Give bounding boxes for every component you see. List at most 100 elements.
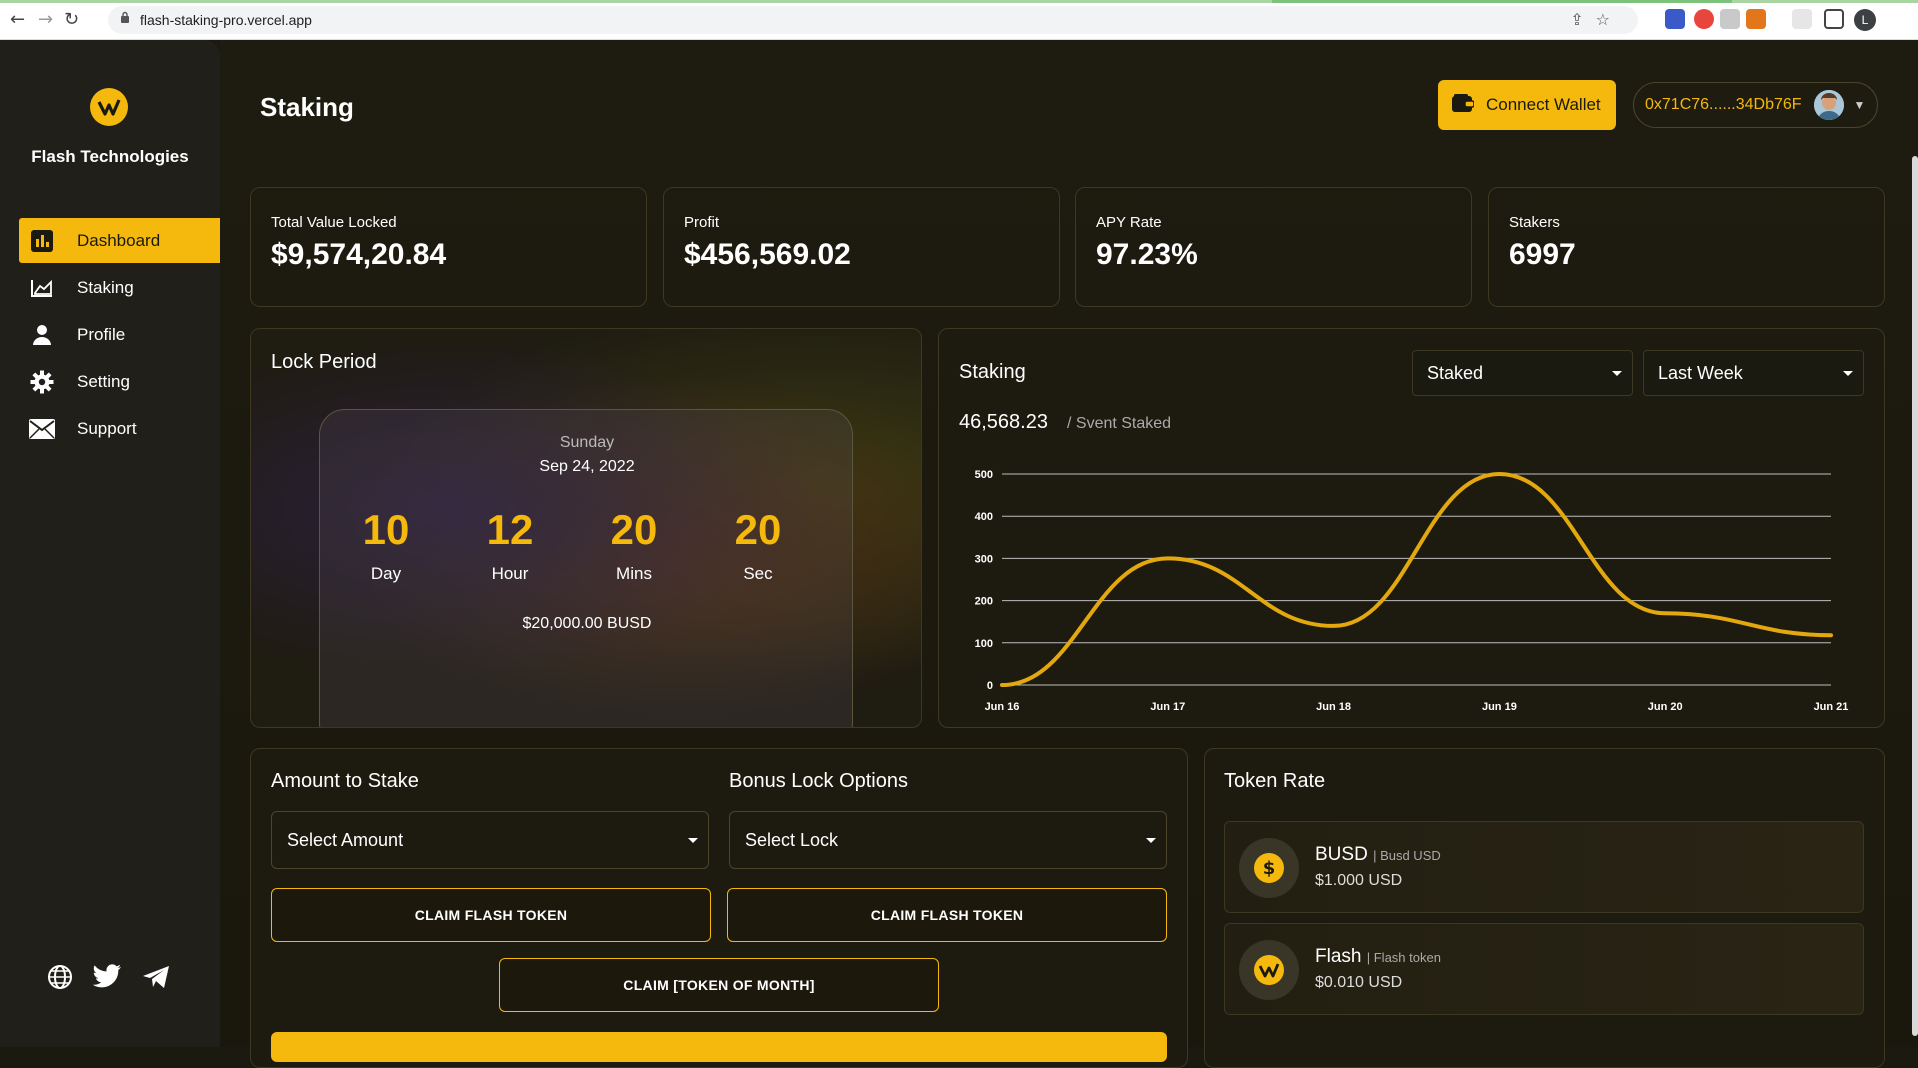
connect-wallet-label: Connect Wallet [1486, 95, 1601, 114]
lock-date: Sep 24, 2022 [539, 458, 635, 475]
sidebar-item-label: Staking [77, 277, 134, 297]
period-filter-dropdown[interactable]: Last Week [1643, 350, 1864, 396]
dropdown-value: Staked [1427, 362, 1484, 383]
staked-filter-dropdown[interactable]: Staked [1412, 350, 1633, 396]
stat-value: $456,569.02 [684, 238, 851, 271]
profile-avatar[interactable]: L [1854, 9, 1876, 31]
token-price: $0.010 USD [1315, 974, 1403, 991]
sidebar-item-label: Profile [77, 324, 126, 344]
stat-value: 97.23% [1096, 238, 1198, 271]
x-tick-label: Jun 19 [1482, 701, 1517, 713]
x-tick-label: Jun 20 [1648, 701, 1683, 713]
caret-down-icon [1612, 371, 1622, 376]
staked-total-caption: / Svent Staked [1067, 415, 1172, 432]
puzzle-icon[interactable] [1792, 9, 1812, 29]
countdown-hours: 12 Hour [486, 506, 534, 583]
select-lock-dropdown[interactable]: Select Lock [729, 811, 1167, 869]
select-value: Select Amount [287, 829, 404, 850]
x-tick-label: Jun 18 [1316, 701, 1351, 713]
sidebar-item-label: Support [77, 418, 137, 438]
gear-icon [28, 368, 56, 396]
connect-wallet-button[interactable]: Connect Wallet [1438, 80, 1616, 130]
token-name: BUSD | Busd USD [1315, 844, 1441, 865]
stat-card-profit: Profit $456,569.02 [663, 187, 1060, 307]
wallet-address: 0x71C76......34Db76F [1645, 96, 1802, 113]
extension-icon[interactable] [1694, 9, 1714, 29]
token-rate-title: Token Rate [1224, 770, 1326, 792]
bar-chart-icon [28, 227, 56, 255]
lock-icon [120, 11, 130, 26]
countdown-secs: 20 Sec [734, 506, 782, 583]
y-tick-label: 300 [975, 553, 993, 565]
side-panel-icon[interactable] [1824, 9, 1844, 29]
token-price: $1.000 USD [1315, 872, 1403, 889]
browser-toolbar: ← → ↻ flash-staking-pro.vercel.app ⇪☆ L [0, 0, 1918, 40]
flash-logo-icon [1239, 940, 1299, 1000]
y-tick-label: 200 [975, 596, 993, 608]
select-amount-dropdown[interactable]: Select Amount [271, 811, 709, 869]
back-icon[interactable]: ← [10, 9, 26, 30]
stat-value: $9,574,20.84 [271, 238, 447, 271]
account-dropdown[interactable]: 0x71C76......34Db76F ▼ [1633, 82, 1878, 128]
y-tick-label: 0 [987, 680, 993, 692]
staking-line-chart: 0 100 200 300 400 500 Jun 16 Jun 17 Jun 18 Jun 19… [975, 469, 1849, 713]
extension-icon[interactable] [1720, 9, 1740, 29]
caret-down-icon [1843, 371, 1853, 376]
series-line [1000, 471, 1833, 687]
x-tick-label: Jun 16 [985, 701, 1020, 713]
staking-chart-title: Staking [959, 361, 1026, 383]
mail-icon [28, 415, 56, 443]
twitter-icon[interactable] [92, 962, 122, 992]
flash-logo-icon [90, 88, 128, 126]
dollar-coin-icon: $ [1239, 838, 1299, 898]
lock-amount: $20,000.00 BUSD [522, 615, 652, 632]
y-tick-label: 100 [975, 638, 993, 650]
brand-name: Flash Technologies [31, 147, 189, 166]
globe-icon[interactable] [45, 962, 75, 992]
stat-card-apy: APY Rate 97.23% [1075, 187, 1472, 307]
stake-submit-button[interactable] [271, 1032, 1167, 1062]
forward-icon[interactable]: → [38, 9, 54, 30]
bonus-lock-title: Bonus Lock Options [729, 770, 908, 792]
amount-to-stake-title: Amount to Stake [271, 770, 419, 792]
sidebar-item-support[interactable]: Support [19, 406, 220, 451]
page-scrollbar[interactable] [1912, 156, 1918, 1036]
select-value: Select Lock [745, 829, 839, 850]
sidebar-item-dashboard[interactable]: Dashboard [19, 218, 220, 263]
url-text: flash-staking-pro.vercel.app [140, 12, 312, 28]
chevron-down-icon: ▼ [1853, 98, 1866, 112]
lock-day: Sunday [559, 434, 615, 451]
metamask-icon[interactable] [1746, 9, 1766, 29]
sidebar-item-staking[interactable]: Staking [19, 265, 220, 310]
stat-card-tvl: Total Value Locked $9,574,20.84 [250, 187, 647, 307]
stat-card-stakers: Stakers 6997 [1488, 187, 1885, 307]
share-and-bookmark-icons[interactable]: ⇪☆ [1570, 12, 1622, 29]
line-chart-icon [28, 274, 56, 302]
x-tick-label: Jun 21 [1814, 701, 1849, 713]
sidebar-item-setting[interactable]: Setting [19, 359, 220, 404]
countdown-mins: 20 Mins [610, 506, 658, 583]
sidebar: Flash Technologies Dashboard Staking Pro… [0, 40, 220, 1047]
reload-icon[interactable]: ↻ [64, 9, 80, 30]
sidebar-item-label: Dashboard [77, 230, 161, 250]
telegram-icon[interactable] [141, 962, 171, 992]
caret-down-icon [1146, 838, 1156, 843]
token-name: Flash | Flash token [1315, 946, 1441, 967]
svg-text:$: $ [1263, 858, 1276, 879]
page-title: Staking [260, 92, 354, 122]
dropdown-value: Last Week [1658, 362, 1743, 383]
address-bar[interactable]: flash-staking-pro.vercel.app ⇪☆ [108, 6, 1638, 34]
stat-label: APY Rate [1096, 214, 1162, 231]
stat-label: Profit [684, 214, 720, 231]
claim-flash-token-button-2[interactable]: CLAIM FLASH TOKEN [727, 888, 1167, 942]
extension-icon[interactable] [1665, 9, 1685, 29]
wallet-icon [1452, 93, 1475, 117]
countdown-days: 10 Day [362, 506, 410, 583]
user-icon [28, 321, 56, 349]
claim-flash-token-button[interactable]: CLAIM FLASH TOKEN [271, 888, 711, 942]
claim-token-of-month-button[interactable]: CLAIM [TOKEN OF MONTH] [499, 958, 939, 1012]
y-tick-label: 400 [975, 511, 993, 523]
lock-period-card: Lock Period Sunday Sep 24, 2022 10 Day 1… [250, 328, 922, 728]
stat-label: Stakers [1509, 214, 1560, 231]
sidebar-item-profile[interactable]: Profile [19, 312, 220, 357]
